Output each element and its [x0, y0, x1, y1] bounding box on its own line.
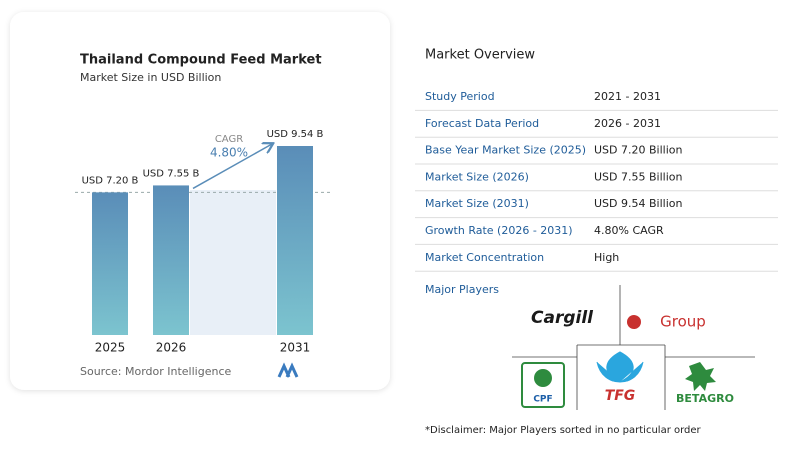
player-logo: CPF — [533, 395, 552, 405]
logo-grid — [512, 285, 755, 410]
row-label: Market Size (2026) — [425, 170, 529, 183]
player-logo: Cargill — [531, 308, 594, 328]
row-label: Growth Rate (2026 - 2031) — [425, 224, 573, 237]
logo-icon — [521, 362, 565, 408]
logo-icon — [685, 362, 716, 391]
player-logo: Group — [660, 313, 706, 331]
overview-title: Market Overview — [425, 48, 535, 63]
value-label: USD 7.20 B — [82, 175, 139, 186]
chart-subtitle: Market Size in USD Billion — [80, 71, 221, 84]
bar — [153, 185, 189, 335]
logo-icon — [596, 351, 644, 383]
row-label: Base Year Market Size (2025) — [425, 144, 586, 157]
value-label: USD 9.54 B — [267, 129, 324, 140]
row-value: 4.80% CAGR — [594, 224, 664, 237]
disclaimer: *Disclaimer: Major Players sorted in no … — [425, 425, 702, 436]
row-value: 2021 - 2031 — [594, 90, 661, 103]
growth-band — [190, 190, 276, 335]
source: Source: Mordor Intelligence — [80, 365, 231, 378]
x-tick-label: 2031 — [280, 341, 311, 355]
player-logo: TFG — [605, 388, 636, 404]
cagr-label: CAGR — [215, 134, 243, 145]
value-label: USD 7.55 B — [143, 168, 200, 179]
row-value: USD 7.20 Billion — [594, 144, 682, 157]
row-value: USD 7.55 Billion — [594, 170, 682, 183]
cagr-arrow — [192, 144, 272, 190]
bar — [277, 146, 313, 335]
row-label: Market Concentration — [425, 251, 544, 264]
row-value: USD 9.54 Billion — [594, 197, 682, 210]
logo-icon — [627, 315, 641, 329]
x-tick-label: 2026 — [156, 341, 187, 355]
logo-icon — [534, 369, 552, 387]
row-label: Market Size (2031) — [425, 197, 529, 210]
row-value: 2026 - 2031 — [594, 117, 661, 130]
bar — [92, 192, 128, 335]
x-tick-label: 2025 — [95, 341, 126, 355]
player-logo: BETAGRO — [676, 392, 734, 405]
row-label: Forecast Data Period — [425, 117, 539, 130]
brand-logo — [277, 362, 299, 378]
cagr-value: 4.80% — [210, 146, 248, 160]
chart-title: Thailand Compound Feed Market — [80, 53, 322, 68]
row-label: Study Period — [425, 90, 495, 103]
row-value: High — [594, 251, 619, 264]
players-title: Major Players — [425, 283, 499, 296]
